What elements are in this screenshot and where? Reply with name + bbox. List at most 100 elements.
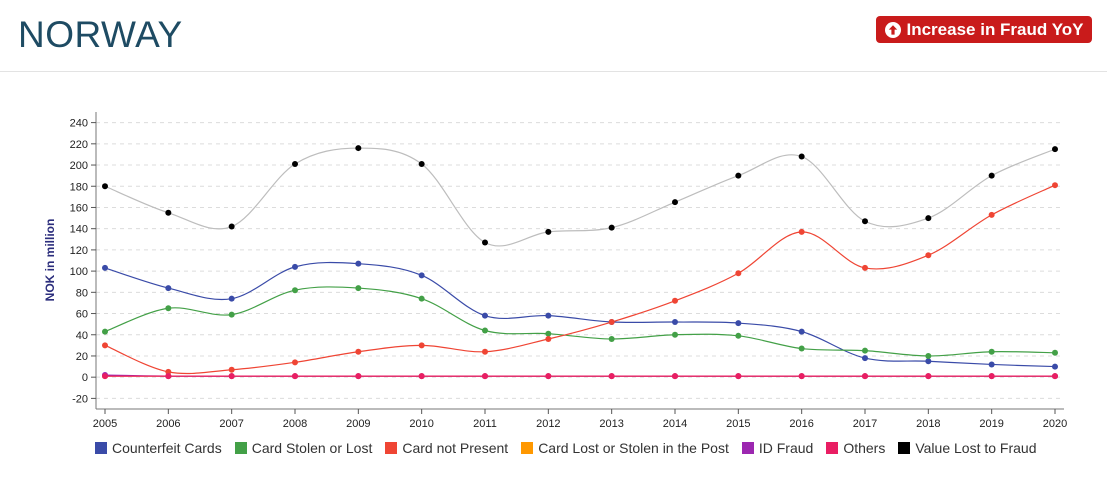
legend-item-counterfeit-cards[interactable]: Counterfeit Cards (95, 440, 222, 456)
data-point-others[interactable] (545, 373, 552, 380)
data-point-value-lost-to-fraud[interactable] (292, 160, 298, 167)
series-line-card-not-present (104, 184, 1056, 375)
x-tick-label: 2015 (726, 418, 750, 430)
data-point-card-stolen-or-lost[interactable] (482, 327, 488, 334)
data-point-card-not-present[interactable] (102, 342, 108, 349)
data-point-value-lost-to-fraud[interactable] (862, 218, 868, 225)
series-points (102, 145, 1058, 380)
data-point-card-stolen-or-lost[interactable] (292, 287, 298, 294)
y-tick-label: 140 (70, 224, 88, 236)
data-point-card-not-present[interactable] (292, 359, 298, 366)
data-point-counterfeit-cards[interactable] (355, 260, 362, 267)
data-point-others[interactable] (608, 373, 615, 380)
data-point-counterfeit-cards[interactable] (672, 319, 678, 326)
legend-item-id-fraud[interactable]: ID Fraud (741, 440, 813, 456)
data-point-card-not-present[interactable] (608, 319, 615, 326)
data-point-value-lost-to-fraud[interactable] (482, 239, 488, 246)
data-point-card-stolen-or-lost[interactable] (672, 331, 678, 338)
series-lines (104, 147, 1056, 377)
data-point-card-not-present[interactable] (482, 348, 488, 355)
legend: Counterfeit Cards Card Stolen or Lost Card… (95, 440, 1050, 456)
data-point-others[interactable] (735, 373, 742, 380)
data-point-counterfeit-cards[interactable] (862, 355, 868, 362)
data-point-others[interactable] (482, 373, 488, 380)
data-point-card-stolen-or-lost[interactable] (735, 332, 742, 339)
y-tick-label: 20 (76, 351, 88, 363)
data-point-counterfeit-cards[interactable] (1052, 363, 1058, 370)
data-point-counterfeit-cards[interactable] (418, 272, 425, 279)
data-point-counterfeit-cards[interactable] (482, 312, 488, 319)
x-tick-label: 2005 (93, 418, 117, 430)
data-point-card-not-present[interactable] (355, 348, 362, 355)
data-point-value-lost-to-fraud[interactable] (102, 183, 108, 190)
grid-lines (96, 122, 1064, 399)
data-point-card-stolen-or-lost[interactable] (1052, 349, 1058, 356)
data-point-counterfeit-cards[interactable] (925, 358, 932, 365)
data-point-value-lost-to-fraud[interactable] (608, 224, 615, 231)
y-tick-label: 200 (70, 160, 88, 172)
data-point-value-lost-to-fraud[interactable] (545, 228, 552, 235)
data-point-counterfeit-cards[interactable] (165, 285, 172, 292)
data-point-others[interactable] (418, 373, 425, 380)
data-point-card-not-present[interactable] (1052, 182, 1058, 189)
data-point-counterfeit-cards[interactable] (735, 320, 742, 327)
data-point-card-not-present[interactable] (862, 264, 868, 271)
data-point-others[interactable] (862, 373, 868, 380)
data-point-counterfeit-cards[interactable] (798, 328, 805, 335)
data-point-card-not-present[interactable] (925, 252, 932, 259)
data-point-card-stolen-or-lost[interactable] (165, 305, 172, 312)
data-point-value-lost-to-fraud[interactable] (798, 153, 805, 160)
data-point-card-not-present[interactable] (165, 368, 172, 375)
data-point-card-stolen-or-lost[interactable] (355, 285, 362, 292)
data-point-others[interactable] (988, 373, 995, 380)
data-point-others[interactable] (798, 373, 805, 380)
data-point-value-lost-to-fraud[interactable] (988, 172, 995, 179)
data-point-card-stolen-or-lost[interactable] (545, 330, 552, 337)
data-point-others[interactable] (925, 373, 932, 380)
legend-item-card-not-present[interactable]: Card not Present (385, 440, 508, 456)
data-point-counterfeit-cards[interactable] (545, 312, 552, 319)
data-point-value-lost-to-fraud[interactable] (418, 160, 425, 167)
legend-item-others[interactable]: Others (826, 440, 885, 456)
data-point-card-stolen-or-lost[interactable] (418, 295, 425, 302)
data-point-counterfeit-cards[interactable] (988, 361, 995, 368)
data-point-card-not-present[interactable] (545, 335, 552, 342)
data-point-card-not-present[interactable] (988, 211, 995, 218)
data-point-others[interactable] (1052, 373, 1058, 380)
data-point-card-stolen-or-lost[interactable] (102, 328, 108, 335)
data-point-others[interactable] (228, 373, 235, 380)
data-point-value-lost-to-fraud[interactable] (355, 145, 362, 152)
data-point-counterfeit-cards[interactable] (292, 263, 298, 270)
data-point-value-lost-to-fraud[interactable] (925, 215, 932, 222)
data-point-others[interactable] (102, 373, 108, 380)
legend-item-card-lost-or-stolen-in-the-post[interactable]: Card Lost or Stolen in the Post (521, 440, 729, 456)
data-point-value-lost-to-fraud[interactable] (165, 209, 172, 216)
data-point-card-not-present[interactable] (418, 342, 425, 349)
data-point-value-lost-to-fraud[interactable] (228, 223, 235, 230)
data-point-value-lost-to-fraud[interactable] (735, 172, 742, 179)
data-point-counterfeit-cards[interactable] (228, 295, 235, 302)
x-tick-label: 2018 (916, 418, 940, 430)
data-point-card-not-present[interactable] (735, 270, 742, 277)
legend-item-card-stolen-or-lost[interactable]: Card Stolen or Lost (234, 440, 373, 456)
data-point-card-stolen-or-lost[interactable] (608, 335, 615, 342)
data-point-card-stolen-or-lost[interactable] (798, 345, 805, 352)
data-point-others[interactable] (355, 373, 362, 380)
data-point-value-lost-to-fraud[interactable] (672, 199, 678, 206)
badge-label: Increase in Fraud YoY (906, 19, 1084, 39)
data-point-card-stolen-or-lost[interactable] (862, 347, 868, 354)
data-point-card-not-present[interactable] (228, 366, 235, 373)
legend-label: Card Stolen or Lost (251, 440, 373, 456)
data-point-card-stolen-or-lost[interactable] (228, 311, 235, 318)
data-point-card-not-present[interactable] (798, 228, 805, 235)
data-point-value-lost-to-fraud[interactable] (1052, 146, 1058, 153)
data-point-counterfeit-cards[interactable] (102, 264, 108, 271)
data-point-card-not-present[interactable] (672, 297, 678, 304)
data-point-card-stolen-or-lost[interactable] (925, 352, 932, 359)
x-tick-label: 2017 (853, 418, 877, 430)
legend-item-value-lost-to-fraud[interactable]: Value Lost to Fraud (898, 440, 1037, 456)
data-point-others[interactable] (292, 373, 298, 380)
data-point-card-stolen-or-lost[interactable] (988, 348, 995, 355)
data-point-others[interactable] (165, 373, 172, 380)
data-point-others[interactable] (672, 373, 678, 380)
